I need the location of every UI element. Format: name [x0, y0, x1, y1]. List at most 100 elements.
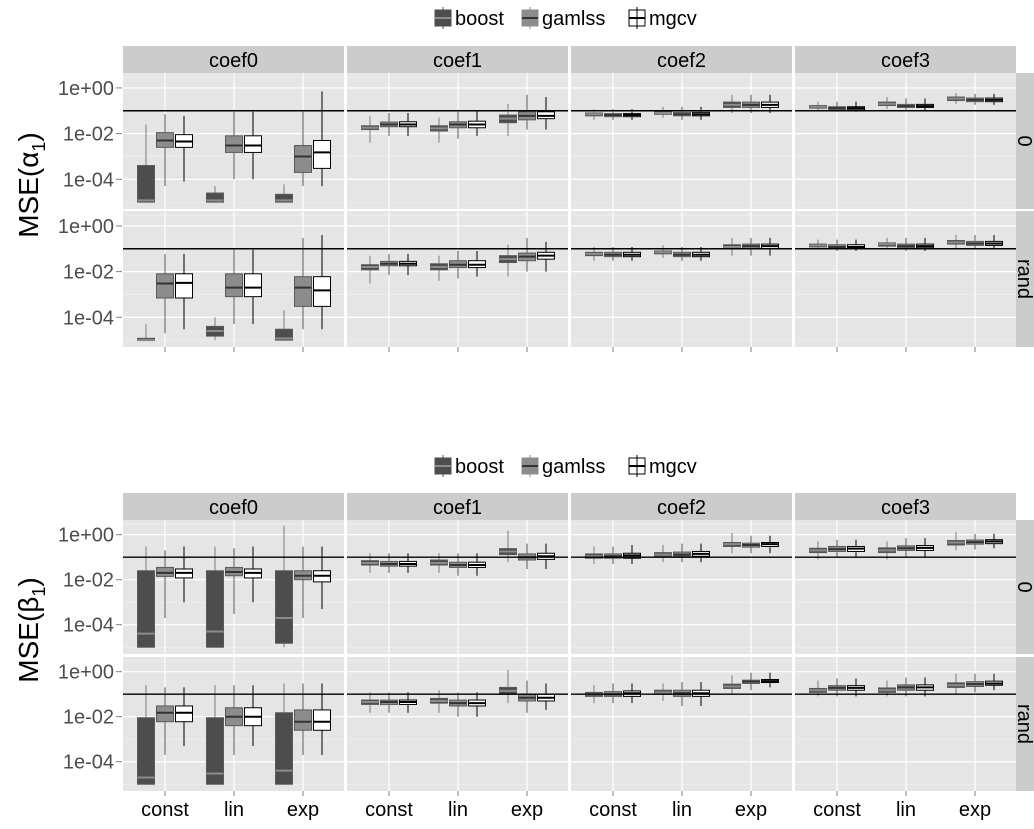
- box-boost-lin: [878, 237, 896, 250]
- chart-1: boost gamlss mgcv MSE(α1) coef0 coef1 coef2 coe…: [13, 7, 1034, 352]
- box-boost-lin: [430, 255, 448, 281]
- box-gamlss-exp: [966, 673, 984, 693]
- box-body: [206, 570, 224, 648]
- box-gamlss-lin: [449, 553, 467, 576]
- box-gamlss-const: [604, 108, 622, 120]
- box-mgcv-const: [847, 539, 865, 558]
- legend-key-mgcv: [628, 455, 646, 477]
- x-tick-label-const: const: [141, 799, 189, 821]
- box-mgcv-exp: [985, 533, 1003, 549]
- box-boost-const: [361, 553, 379, 573]
- y-tick-label: 1e-02: [63, 707, 114, 729]
- box-boost-lin: [206, 317, 224, 341]
- row-strip-0: [1014, 520, 1034, 654]
- box-body: [175, 273, 193, 299]
- x-tick-label-exp: exp: [511, 799, 543, 821]
- box-body: [275, 328, 293, 341]
- box-boost-const: [137, 685, 155, 785]
- y-axis-title-close: ): [13, 577, 44, 586]
- box-body: [137, 165, 155, 203]
- box-boost-lin: [206, 685, 224, 785]
- strip-label-coef1: coef1: [433, 50, 482, 72]
- box-gamlss-const: [604, 546, 622, 564]
- row-strip-label-0: 0: [1013, 135, 1034, 146]
- box-body: [313, 139, 331, 169]
- y-tick-label: 1e-02: [63, 262, 114, 284]
- box-body: [294, 145, 312, 173]
- box-boost-lin: [430, 117, 448, 143]
- x-tick-label-const: const: [589, 799, 637, 821]
- strip-coef0: [123, 46, 344, 73]
- box-gamlss-exp: [518, 94, 536, 130]
- y-tick-label: 1e-04: [63, 615, 114, 637]
- legend-label-mgcv: mgcv: [649, 456, 697, 478]
- x-tick-label-lin: lin: [224, 799, 244, 821]
- box-gamlss-lin: [673, 246, 691, 261]
- box-gamlss-const: [604, 246, 622, 261]
- box-boost-lin: [878, 97, 896, 109]
- row-strip-rand: [1014, 657, 1034, 791]
- box-mgcv-exp: [313, 235, 331, 330]
- box-mgcv-lin: [916, 538, 934, 558]
- box-boost-const: [585, 546, 603, 564]
- box-boost-exp: [723, 675, 741, 695]
- x-tick-label-lin: lin: [448, 799, 468, 821]
- panel-coef1-0: [347, 73, 568, 209]
- box-body: [275, 193, 293, 203]
- box-gamlss-lin: [225, 548, 243, 614]
- y-axis-title-base: MSE(β: [13, 597, 44, 683]
- box-boost-const: [809, 101, 827, 111]
- panel-coef3-rand: [795, 211, 1016, 347]
- box-boost-const: [137, 324, 155, 342]
- box-mgcv-exp: [761, 672, 779, 688]
- box-mgcv-lin: [244, 249, 262, 325]
- box-gamlss-lin: [897, 538, 915, 558]
- box-gamlss-exp: [742, 535, 760, 554]
- box-mgcv-const: [623, 246, 641, 261]
- y-axis-title-base: MSE(α: [13, 152, 44, 238]
- strip-label-coef0: coef0: [209, 50, 258, 72]
- panel-coef0-0: [123, 520, 344, 654]
- panel-coef2-0: [571, 73, 792, 209]
- strip-coef1: [347, 46, 568, 73]
- box-mgcv-lin: [916, 98, 934, 111]
- box-gamlss-exp: [294, 237, 312, 330]
- panel-coef1-rand: [347, 657, 568, 791]
- strip-label-coef0: coef0: [209, 497, 258, 519]
- box-mgcv-lin: [692, 246, 710, 261]
- box-gamlss-const: [380, 253, 398, 276]
- box-gamlss-lin: [225, 111, 243, 180]
- box-boost-exp: [499, 103, 517, 136]
- box-mgcv-lin: [468, 250, 486, 277]
- box-gamlss-exp: [742, 94, 760, 113]
- box-body: [137, 570, 155, 648]
- box-gamlss-const: [828, 539, 846, 558]
- box-boost-lin: [206, 186, 224, 203]
- panel-coef3-0: [795, 73, 1016, 209]
- strip-label-coef3: coef3: [881, 50, 930, 72]
- legend: boost gamlss mgcv: [434, 455, 697, 478]
- box-gamlss-exp: [294, 683, 312, 755]
- box-body: [275, 570, 293, 644]
- y-tick-label: 1e+00: [58, 78, 114, 100]
- x-tick-label-exp: exp: [735, 799, 767, 821]
- box-gamlss-const: [828, 678, 846, 697]
- box-gamlss-const: [156, 550, 174, 618]
- row-strip-rand: [1014, 211, 1034, 347]
- legend-key-boost: [434, 455, 452, 477]
- strip-label-coef1: coef1: [433, 497, 482, 519]
- box-body: [294, 276, 312, 307]
- box-gamlss-lin: [225, 685, 243, 755]
- box-mgcv-const: [175, 115, 193, 182]
- box-mgcv-exp: [313, 91, 331, 187]
- strip-coef2: [571, 46, 792, 73]
- box-body: [225, 135, 243, 153]
- panel-coef1-rand: [347, 211, 568, 347]
- box-body: [206, 192, 224, 203]
- box-mgcv-exp: [985, 673, 1003, 691]
- box-mgcv-lin: [468, 110, 486, 136]
- box-boost-exp: [499, 669, 517, 704]
- y-tick-label: 1e-02: [63, 570, 114, 592]
- box-body: [175, 705, 193, 723]
